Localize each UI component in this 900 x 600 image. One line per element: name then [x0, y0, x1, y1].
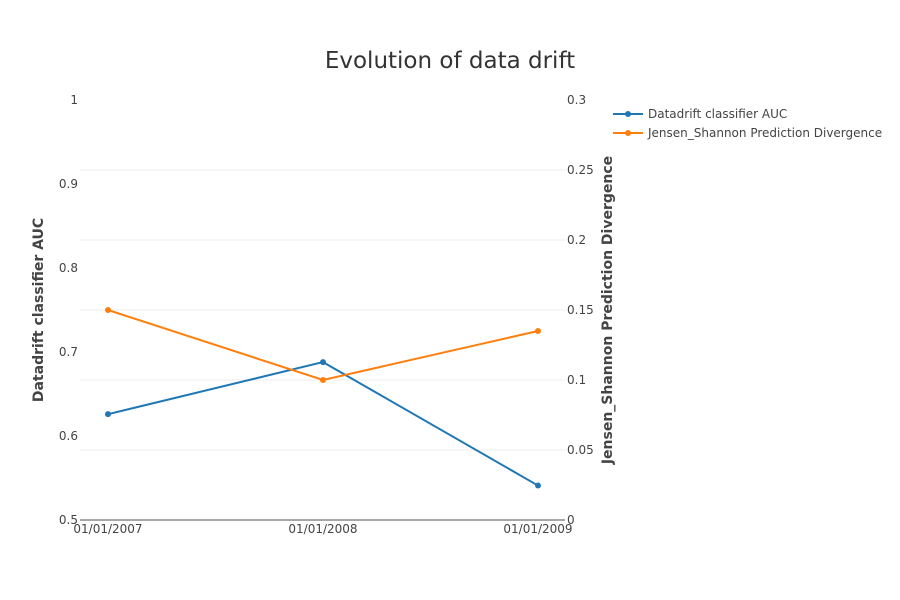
chart-title: Evolution of data drift — [325, 48, 575, 74]
left-tick-label: 0.7 — [59, 345, 78, 359]
series-point-0 — [105, 411, 111, 418]
right-tick-label: 0.15 — [567, 303, 594, 317]
right-axis-title: Jensen_Shannon Prediction Divergence — [600, 156, 616, 465]
right-tick-label: 0.2 — [567, 233, 586, 247]
series-line-1 — [107, 309, 539, 382]
series-point-1 — [320, 377, 326, 383]
grid-lines — [80, 169, 565, 451]
right-tick-label: 0.25 — [567, 163, 594, 177]
series-layer — [105, 307, 541, 489]
legend-label: Datadrift classifier AUC — [648, 107, 787, 121]
left-tick-label: 1 — [70, 93, 78, 107]
right-tick-label: 0 — [567, 513, 575, 527]
left-tick-label: 0.5 — [59, 513, 78, 527]
legend-swatch-marker — [625, 111, 631, 117]
right-tick-label: 0.3 — [567, 93, 586, 107]
left-axis-title: Datadrift classifier AUC — [31, 218, 47, 402]
axes: 0.5 0.6 0.7 0.8 0.9 1 0 0.05 0.1 0.15 0.2 0.25 0.3 01… — [59, 93, 594, 536]
x-tick-label: 01/01/2009 — [503, 522, 572, 536]
series-point-0 — [535, 482, 541, 489]
left-tick-label: 0.9 — [59, 177, 78, 191]
legend-label: Jensen_Shannon Prediction Divergence — [647, 126, 882, 140]
legend-swatch-marker — [625, 130, 631, 136]
legend: Datadrift classifier AUC Jensen_Shannon P… — [613, 107, 882, 140]
right-tick-label: 0.1 — [567, 373, 586, 387]
series-point-1 — [105, 307, 111, 313]
series-point-1 — [535, 328, 541, 334]
left-tick-label: 0.8 — [59, 261, 78, 275]
right-tick-label: 0.05 — [567, 443, 594, 457]
x-tick-label: 01/01/2007 — [73, 522, 142, 536]
left-tick-label: 0.6 — [59, 429, 78, 443]
x-tick-label: 01/01/2008 — [288, 522, 357, 536]
series-point-0 — [320, 359, 326, 366]
